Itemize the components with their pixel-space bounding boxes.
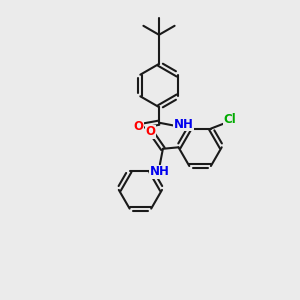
Text: NH: NH [150,165,170,178]
Text: O: O [146,125,156,139]
Text: O: O [134,120,144,133]
Text: Cl: Cl [223,113,236,126]
Text: NH: NH [174,118,194,131]
